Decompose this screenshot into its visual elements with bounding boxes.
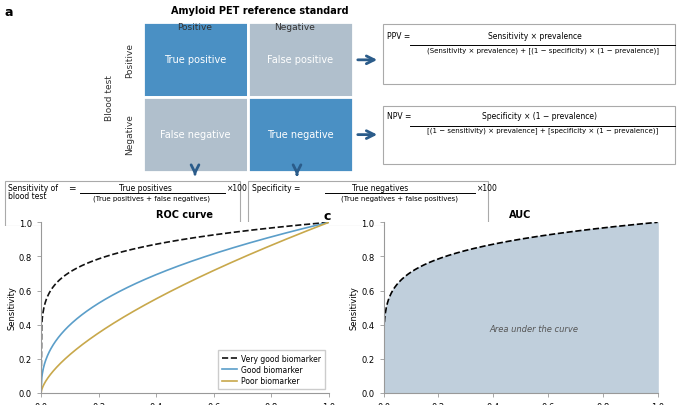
Bar	[383, 107, 675, 164]
Text: blood test: blood test	[8, 192, 47, 201]
Text: True positives: True positives	[119, 184, 171, 193]
Line: Good biomarker: Good biomarker	[41, 223, 329, 393]
Text: False negative: False negative	[160, 130, 231, 140]
Good biomarker	[173, 264, 182, 269]
Bar	[383, 25, 675, 85]
Text: Area under the curve: Area under the curve	[490, 324, 579, 333]
Text: (Sensitivity × prevalence) + [(1 − specificity) × (1 − prevalence)]: (Sensitivity × prevalence) + [(1 − speci…	[427, 47, 659, 53]
Title: ROC curve: ROC curve	[156, 209, 214, 219]
Text: ×100: ×100	[477, 184, 498, 193]
Text: Amyloid PET reference standard: Amyloid PET reference standard	[171, 6, 349, 16]
Line: Very good biomarker: Very good biomarker	[41, 223, 329, 393]
Very good biomarker	[273, 225, 281, 230]
Text: Sensitivity of: Sensitivity of	[8, 184, 58, 193]
Text: Specificity =: Specificity =	[252, 184, 301, 193]
Text: Specificity × (1 − prevalence): Specificity × (1 − prevalence)	[482, 111, 597, 120]
Legend: Very good biomarker, Good biomarker, Poor biomarker: Very good biomarker, Good biomarker, Poo…	[219, 350, 325, 389]
Good biomarker	[175, 264, 184, 269]
Text: Negative: Negative	[275, 23, 315, 32]
Bar	[248, 182, 488, 227]
Text: c: c	[323, 209, 331, 222]
Good biomarker	[318, 222, 326, 227]
Poor biomarker	[325, 220, 333, 225]
Poor biomarker	[318, 223, 326, 228]
Line: Poor biomarker: Poor biomarker	[41, 223, 329, 393]
Good biomarker	[273, 233, 281, 238]
Bar	[143, 23, 248, 98]
Text: Blood test: Blood test	[105, 75, 114, 120]
Very good biomarker	[192, 235, 201, 240]
Poor biomarker	[192, 276, 201, 281]
Y-axis label: Sensitivity: Sensitivity	[349, 286, 358, 330]
Good biomarker	[192, 257, 201, 262]
Text: True positive: True positive	[164, 55, 227, 65]
Bar	[5, 182, 240, 227]
Very good biomarker	[37, 390, 45, 395]
Good biomarker	[37, 390, 45, 395]
Text: Positive: Positive	[177, 23, 212, 32]
Poor biomarker	[208, 269, 216, 274]
Text: True negative: True negative	[267, 130, 334, 140]
Text: (True positives + false negatives): (True positives + false negatives)	[93, 195, 210, 201]
Poor biomarker	[175, 285, 184, 290]
Good biomarker	[208, 252, 216, 257]
Text: (True negatives + false positives): (True negatives + false positives)	[342, 195, 458, 201]
Very good biomarker	[175, 238, 184, 243]
Poor biomarker	[273, 241, 281, 246]
Poor biomarker	[37, 390, 45, 395]
Bar	[248, 98, 353, 172]
Poor biomarker	[173, 286, 182, 290]
Text: Positive: Positive	[125, 43, 134, 78]
Title: AUC: AUC	[510, 209, 532, 219]
Bar	[248, 23, 353, 98]
Text: =: =	[68, 184, 75, 193]
Text: False positive: False positive	[267, 55, 334, 65]
Text: Sensitivity × prevalence: Sensitivity × prevalence	[488, 32, 582, 41]
Bar	[143, 98, 248, 172]
Text: True negatives: True negatives	[352, 184, 408, 193]
Text: PPV =: PPV =	[387, 32, 410, 41]
Very good biomarker	[208, 233, 216, 238]
Text: NPV =: NPV =	[387, 111, 412, 120]
Text: a: a	[5, 6, 14, 19]
Very good biomarker	[318, 221, 326, 226]
Good biomarker	[325, 220, 333, 225]
Text: Negative: Negative	[125, 114, 134, 155]
Y-axis label: Sensitivity: Sensitivity	[7, 286, 16, 330]
Text: ×100: ×100	[227, 184, 248, 193]
Very good biomarker	[325, 220, 333, 225]
Very good biomarker	[173, 238, 182, 243]
Text: [(1 − sensitivity) × prevalence] + [specificity × (1 − prevalence)]: [(1 − sensitivity) × prevalence] + [spec…	[427, 127, 658, 134]
